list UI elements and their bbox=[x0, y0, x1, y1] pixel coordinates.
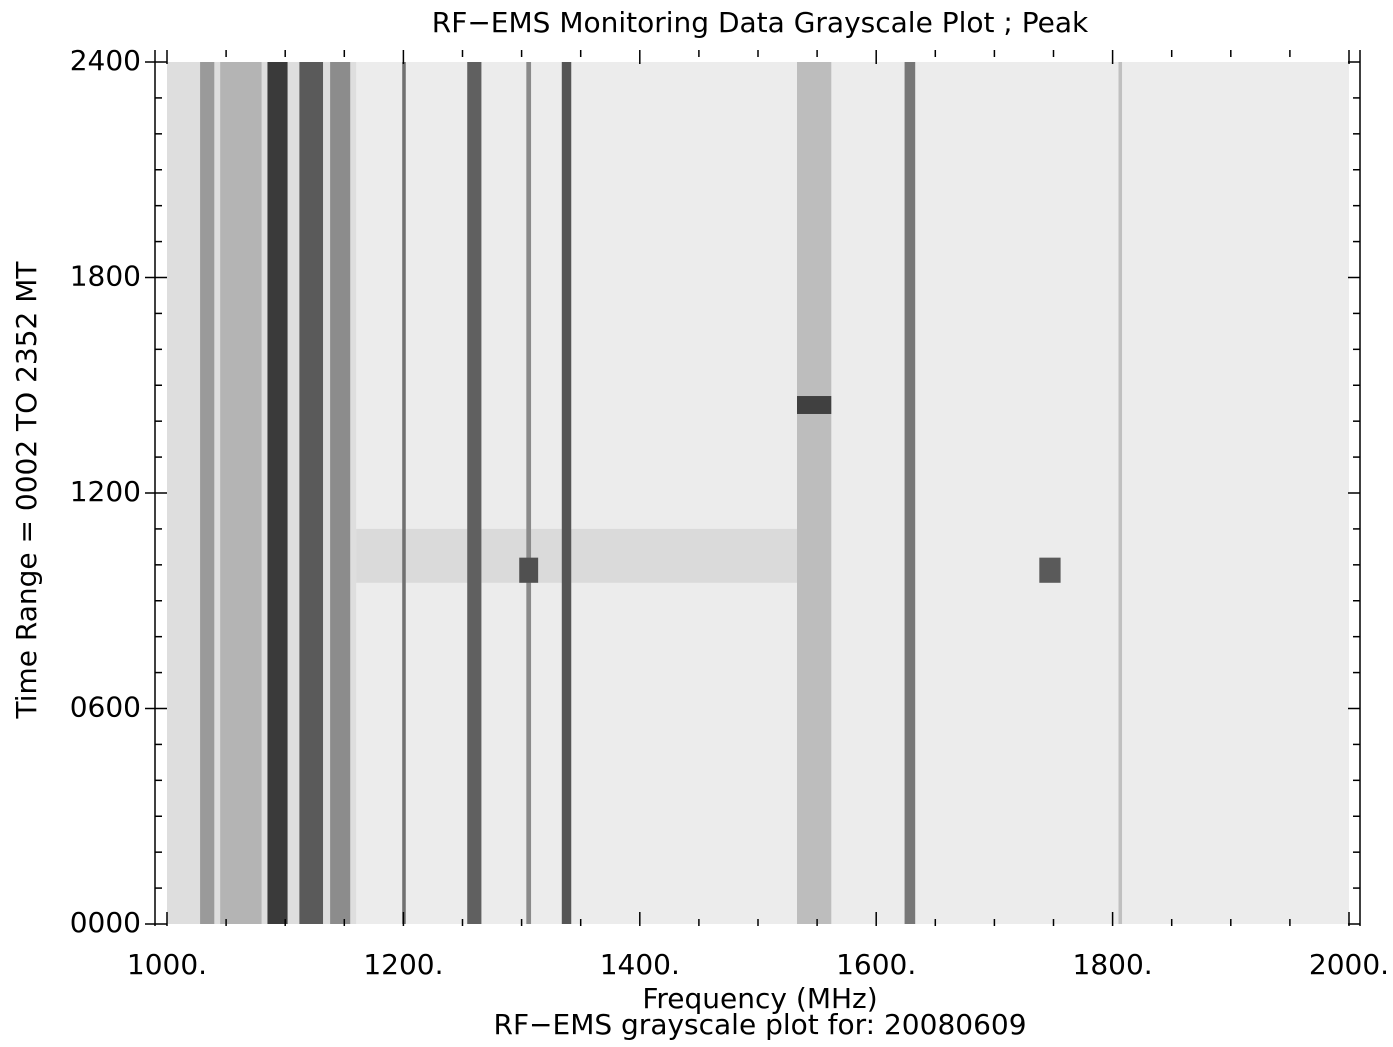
stripe bbox=[519, 557, 539, 583]
stripe bbox=[299, 62, 324, 924]
stripe bbox=[330, 62, 351, 924]
chart-title: RF−EMS Monitoring Data Grayscale Plot ; … bbox=[432, 6, 1089, 39]
x-tick-label: 1400. bbox=[600, 948, 680, 981]
y-tick-label: 2400 bbox=[70, 44, 141, 77]
x-tick-label: 1000. bbox=[127, 948, 207, 981]
stripe bbox=[1118, 62, 1123, 924]
stripe bbox=[561, 62, 572, 924]
plot-background bbox=[167, 62, 1349, 924]
x-axis-label: Frequency (MHz) bbox=[642, 982, 877, 1015]
stripe bbox=[267, 62, 288, 924]
x-tick-label: 2000. bbox=[1309, 948, 1389, 981]
stripe bbox=[797, 62, 832, 924]
x-tick-label: 1200. bbox=[363, 948, 443, 981]
caption: RF−EMS grayscale plot for: 20080609 bbox=[493, 1008, 1026, 1041]
stripe bbox=[1039, 557, 1061, 583]
y-tick-label: 0000 bbox=[70, 906, 141, 939]
stripe bbox=[356, 528, 829, 583]
stripe bbox=[797, 396, 832, 414]
x-tick-label: 1600. bbox=[836, 948, 916, 981]
stripe bbox=[526, 62, 532, 924]
stripe bbox=[467, 62, 482, 924]
y-tick-label: 1200 bbox=[70, 475, 141, 508]
x-tick-label: 1800. bbox=[1073, 948, 1153, 981]
stripe bbox=[402, 62, 406, 924]
y-tick-label: 0600 bbox=[70, 691, 141, 724]
y-tick-label: 1800 bbox=[70, 260, 141, 293]
stripe bbox=[200, 62, 215, 924]
y-axis-label: Time Range = 0002 TO 2352 MT bbox=[10, 261, 43, 720]
stripe bbox=[904, 62, 916, 924]
stripe bbox=[220, 62, 262, 924]
